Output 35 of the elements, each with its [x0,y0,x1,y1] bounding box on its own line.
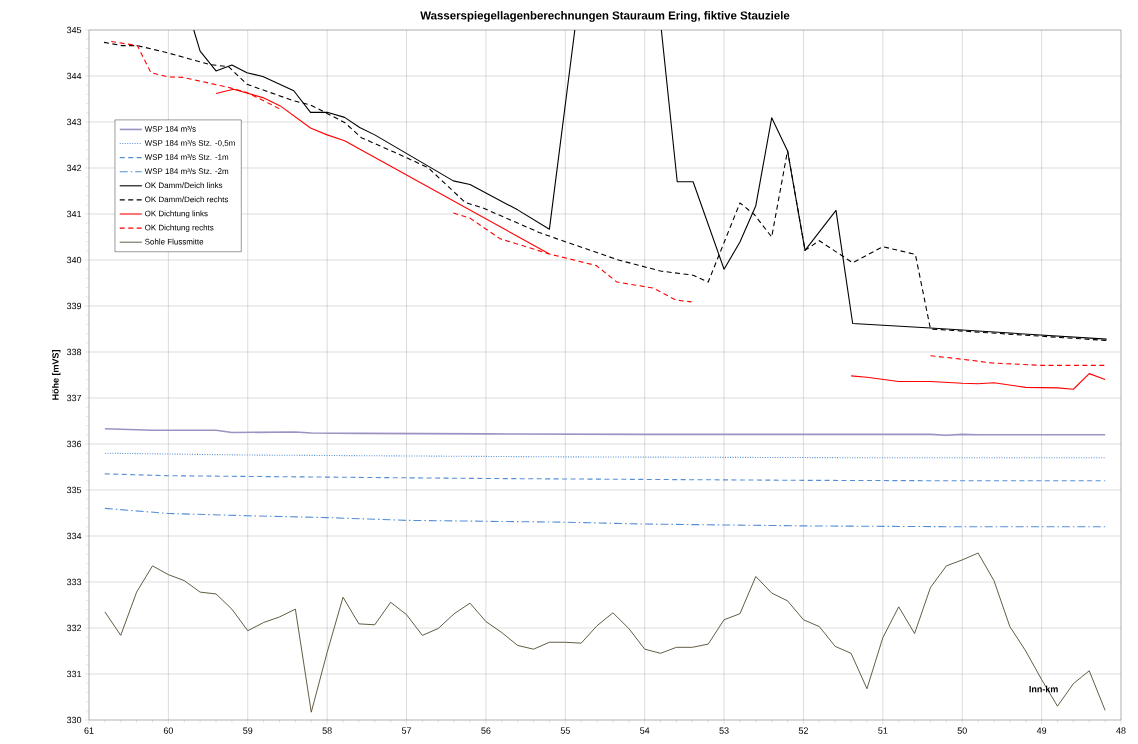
x-tick-label: 57 [401,727,412,734]
x-tick-label: 48 [1116,727,1126,734]
x-tick-label: 52 [798,727,808,734]
x-tick-label: 56 [481,727,491,734]
y-tick-label: 332 [66,624,82,632]
y-tick-label: 342 [66,164,82,172]
x-tick-label: 49 [1036,727,1047,734]
x-tick-label: 50 [957,727,967,734]
y-tick-label: 330 [66,716,82,724]
x-tick-label: 54 [640,727,650,734]
y-tick-label: 345 [66,26,82,34]
y-tick-label: 336 [66,440,82,448]
line-series [104,507,1106,528]
y-tick-label: 338 [66,348,82,356]
y-tick-label: 333 [66,578,82,586]
x-tick-label: 59 [243,727,253,734]
y-tick-label: 340 [66,256,82,264]
y-tick-label: 337 [66,394,82,402]
y-tick-label: 343 [66,118,82,126]
y-tick-label: 331 [66,670,82,678]
x-tick-label: 51 [878,727,888,734]
y-tick-label: 341 [66,210,82,218]
line-series [104,552,1106,713]
y-axis-title: Höhe [mVS] [52,350,61,400]
x-axis-title: Inn-km [1029,685,1058,693]
y-tick-label: 344 [66,72,82,80]
x-tick-label: 58 [322,727,332,734]
chart-title: Wasserspiegellagenberechnungen Stauraum Ering, fiktive Stauziele [420,11,790,22]
y-tick-label: 335 [66,486,82,494]
x-tick-label: 55 [560,727,570,734]
x-tick-label: 61 [84,727,94,734]
x-tick-label: 53 [719,727,729,734]
x-tick-label: 60 [163,727,174,734]
y-tick-label: 334 [66,532,82,540]
y-tick-label: 339 [66,302,82,310]
